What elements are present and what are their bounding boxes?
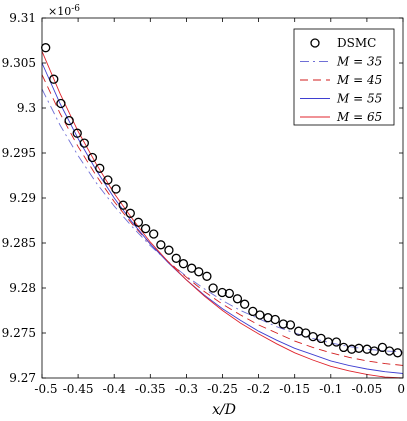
series-line-4 xyxy=(41,51,404,379)
legend-label-0: DSMC xyxy=(337,36,376,50)
y-tick-label: 9.295 xyxy=(2,146,36,160)
y-tick-label: 9.27 xyxy=(9,371,36,385)
data-point xyxy=(171,253,181,263)
legend-label-1: M = 35 xyxy=(336,55,382,69)
axes xyxy=(41,17,404,379)
data-point xyxy=(347,344,357,354)
series-layer xyxy=(41,43,404,379)
x-tick-label: -0.45 xyxy=(63,382,94,396)
data-point xyxy=(118,200,128,210)
x-tick-label: -0.4 xyxy=(103,382,127,396)
x-tick-label: -0.35 xyxy=(135,382,166,396)
data-point xyxy=(72,128,82,138)
data-point xyxy=(278,319,288,329)
data-point xyxy=(232,294,243,304)
x-tick-label: -0.15 xyxy=(279,382,310,396)
legend-box xyxy=(293,28,395,126)
legend-label-4: M = 65 xyxy=(336,110,382,124)
data-point xyxy=(202,271,212,281)
x-tick-label: -0.25 xyxy=(207,382,238,396)
data-point xyxy=(208,283,218,293)
y-tick-label: 9.29 xyxy=(9,191,36,205)
data-point xyxy=(133,217,144,227)
data-point xyxy=(156,240,166,250)
data-point xyxy=(393,348,403,358)
data-point xyxy=(369,346,379,356)
x-axis-label: x/D xyxy=(212,402,236,418)
data-point xyxy=(255,310,265,320)
data-point xyxy=(331,337,342,347)
x-tick-label: -0.2 xyxy=(247,382,270,396)
x-tick-label: -0.3 xyxy=(175,382,198,396)
data-point xyxy=(103,175,113,185)
y-multiplier-exponent: -6 xyxy=(71,4,80,14)
data-point xyxy=(248,306,258,317)
legend: DSMC M = 35 M = 45 M = 55 M = 65 xyxy=(293,28,395,126)
data-point xyxy=(49,74,59,84)
data-point xyxy=(140,223,151,234)
data-point xyxy=(240,299,250,309)
data-point xyxy=(87,152,98,163)
data-point xyxy=(79,138,89,148)
data-point xyxy=(194,267,204,277)
y-multiplier-base: ×10 xyxy=(48,5,71,18)
data-point xyxy=(64,115,74,126)
legend-label-2: M = 45 xyxy=(336,73,382,87)
x-tick-label: -0.1 xyxy=(319,382,342,396)
data-point xyxy=(56,98,66,109)
y-tick-label: 9.305 xyxy=(2,56,36,70)
data-point xyxy=(95,163,105,173)
data-point xyxy=(316,333,326,344)
data-point xyxy=(149,229,159,239)
data-point xyxy=(377,342,388,353)
series-line-3 xyxy=(41,62,404,374)
data-point xyxy=(178,259,189,269)
tick-labels: -0.5 -0.45 -0.4 -0.35 -0.3 -0.25 -0.2 -0.15 -0.1… xyxy=(2,11,405,396)
series-line-1 xyxy=(41,88,404,353)
x-tick-label: -0.05 xyxy=(352,382,383,396)
data-point xyxy=(217,287,227,298)
data-point xyxy=(164,245,174,255)
data-point xyxy=(270,314,280,325)
y-tick-label: 9.275 xyxy=(2,326,36,340)
y-tick-label: 9.285 xyxy=(2,236,36,250)
data-point xyxy=(187,263,197,273)
x-tick-label: 0 xyxy=(397,382,405,396)
data-point xyxy=(111,184,121,194)
y-multiplier: ×10-6 xyxy=(48,4,80,18)
y-tick-label: 9.3 xyxy=(17,101,36,115)
data-point xyxy=(301,328,311,338)
y-tick-label: 9.31 xyxy=(9,11,36,25)
x-tick-label: -0.5 xyxy=(34,382,57,396)
data-point xyxy=(285,320,296,330)
data-point xyxy=(224,288,235,299)
legend-marker-0 xyxy=(310,38,320,48)
data-point xyxy=(125,208,135,218)
y-tick-label: 9.28 xyxy=(9,281,36,295)
legend-label-3: M = 55 xyxy=(336,92,382,106)
